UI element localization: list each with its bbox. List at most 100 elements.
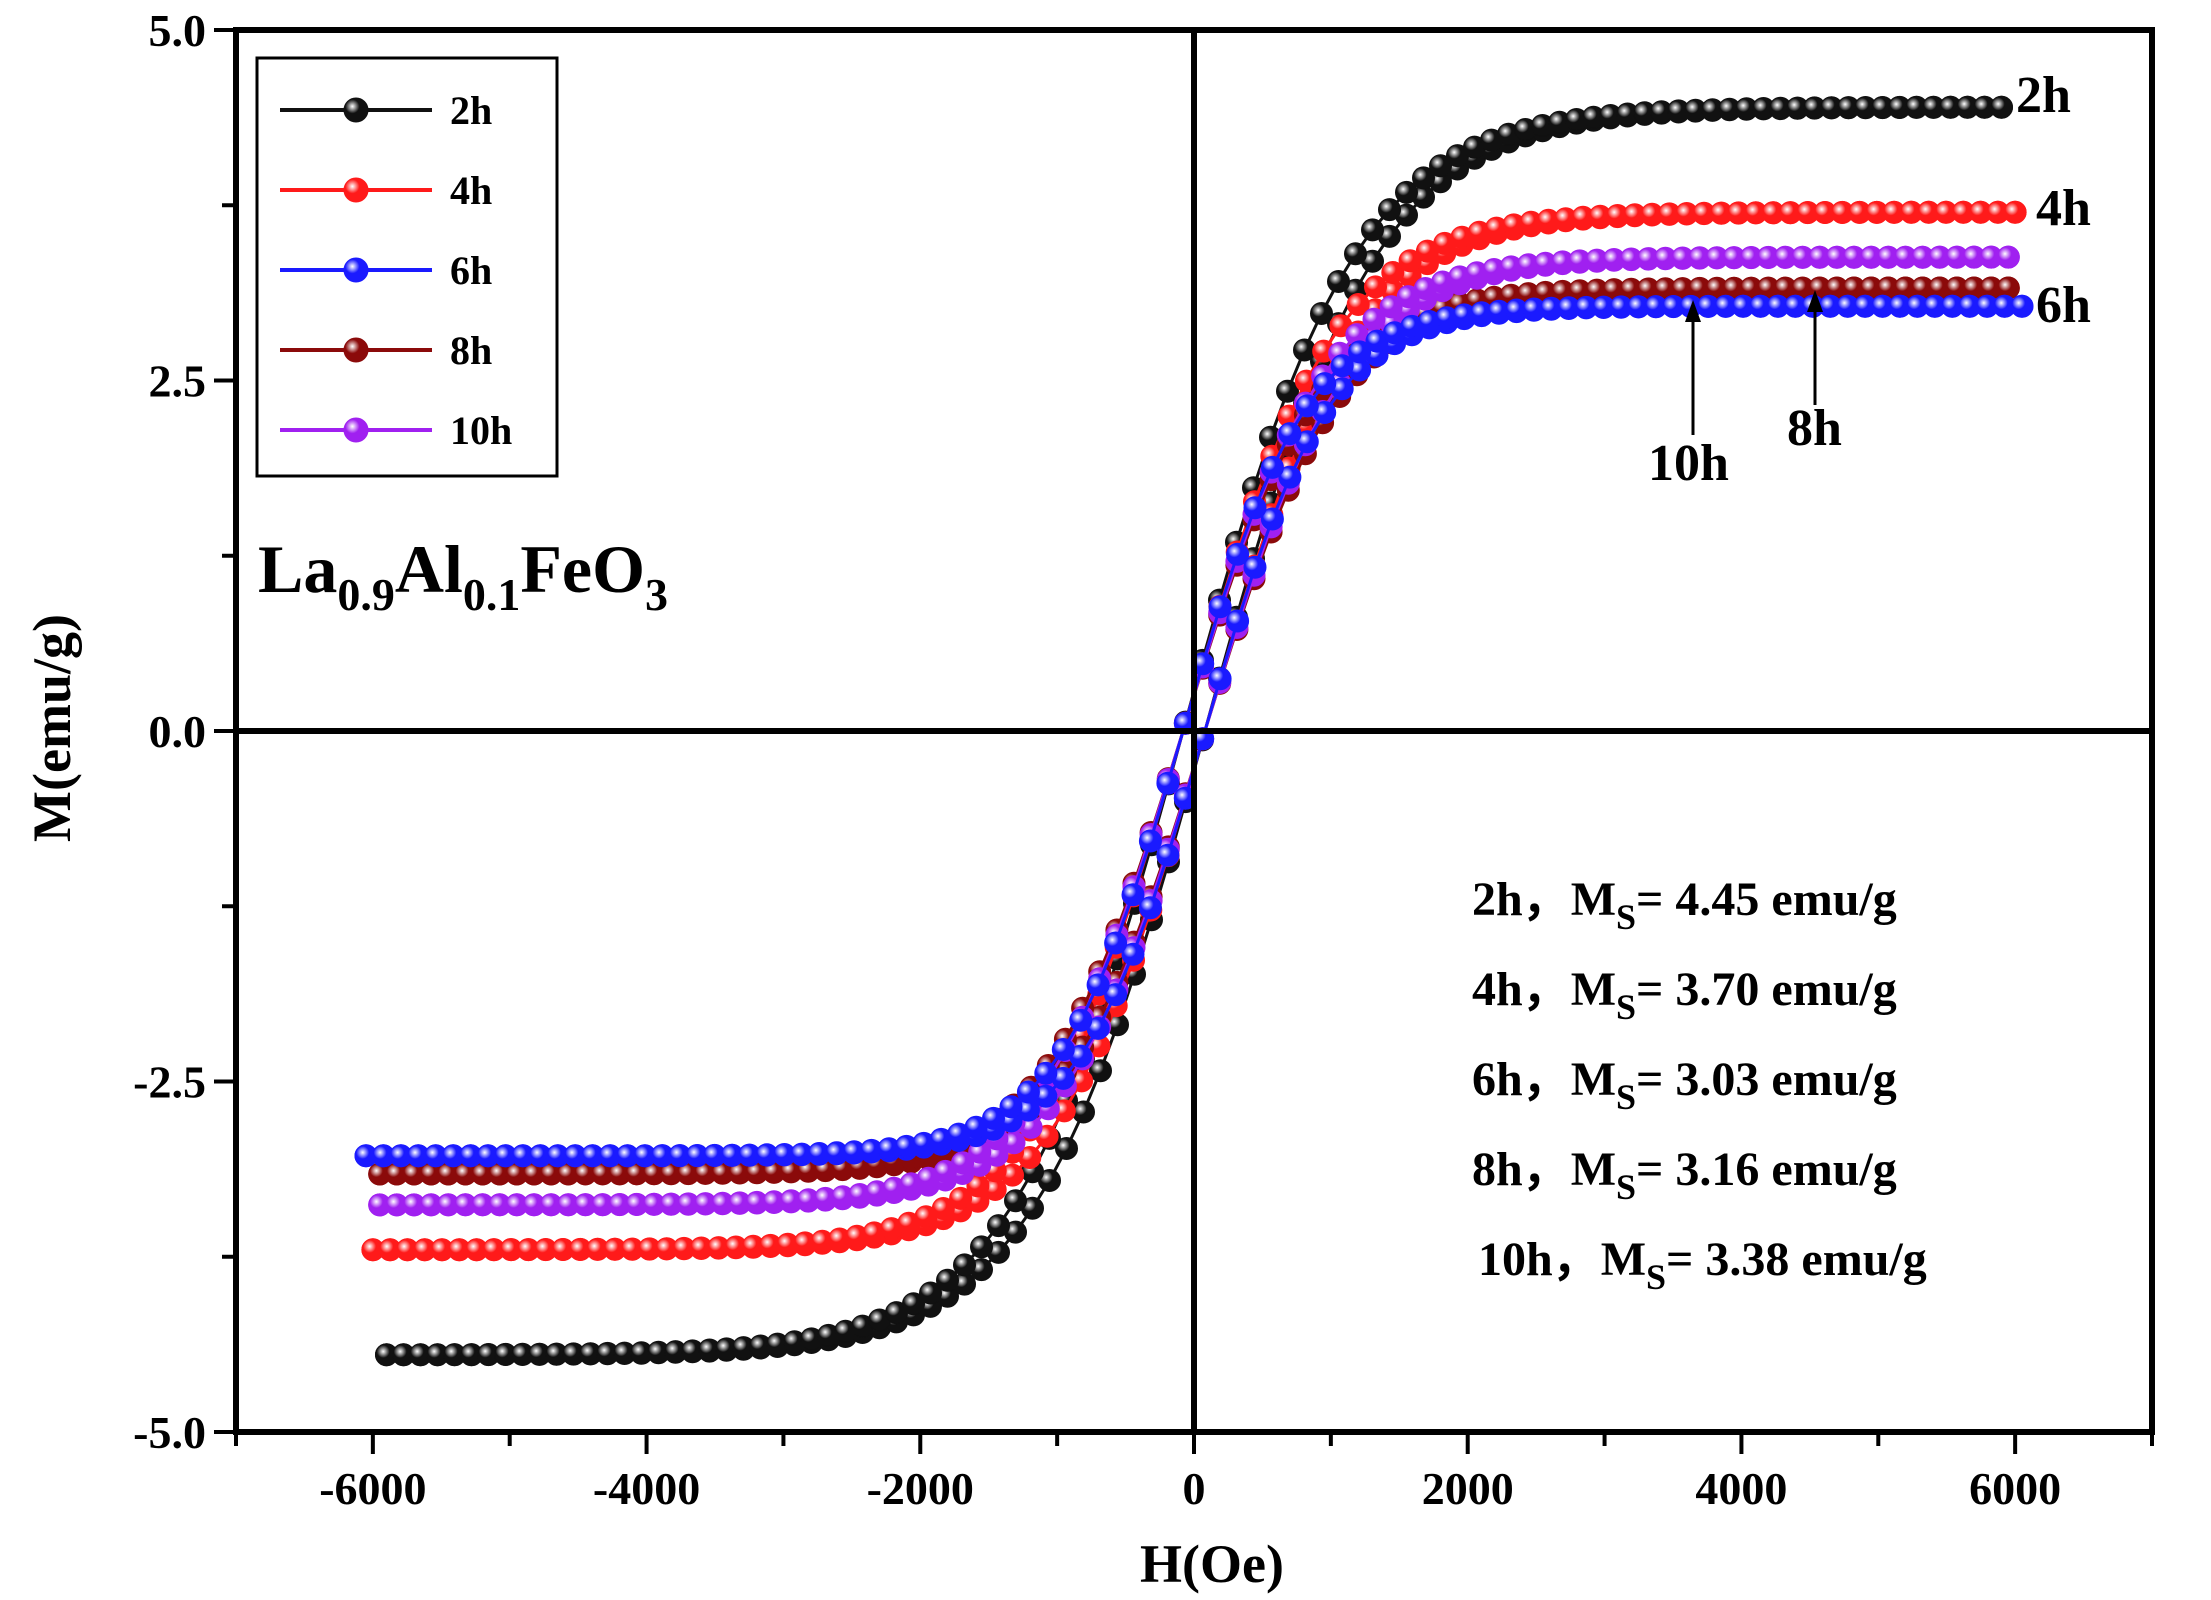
curve-label-4h: 4h	[2036, 180, 2091, 237]
data-point-6h	[1121, 942, 1145, 966]
data-point-6h	[1278, 465, 1302, 489]
y-tick-label: 5.0	[149, 5, 207, 56]
data-point-6h	[1243, 555, 1267, 579]
legend-label-4h: 4h	[450, 168, 492, 213]
legend-marker-4h	[343, 177, 369, 203]
data-point-2h	[953, 1253, 976, 1277]
data-point-2h	[987, 1214, 1010, 1238]
data-point-6h	[1348, 340, 1372, 364]
data-point-6h	[1208, 595, 1232, 619]
curve-label-6h: 6h	[2036, 277, 2091, 334]
x-tick-label: -4000	[593, 1463, 700, 1514]
y-tick-label: -2.5	[133, 1057, 206, 1108]
curve-label-10h: 10h	[1648, 435, 1729, 492]
data-point-2h	[1293, 338, 1316, 362]
data-point-4h	[2003, 200, 2027, 224]
data-point-6h	[999, 1095, 1023, 1119]
ms-annotation-4h: 4h，MS= 3.70 emu/g	[1472, 963, 1897, 1027]
curves-layer	[354, 95, 2034, 1367]
ticks-layer: -6000 -4000 -2000 0 2000 4000 6000 5.0 2.5 0.0 -2.…	[133, 5, 2154, 1514]
data-point-6h	[1104, 983, 1128, 1007]
data-point-6h	[1330, 354, 1354, 378]
data-point-2h	[1276, 379, 1299, 403]
data-point-6h	[1260, 507, 1284, 531]
data-point-2h	[1361, 218, 1384, 242]
x-tick-label: 4000	[1695, 1463, 1787, 1514]
x-tick-label: 0	[1183, 1463, 1206, 1514]
data-point-2h	[1412, 166, 1435, 190]
data-point-6h	[1069, 1008, 1093, 1032]
data-point-10h	[1379, 295, 1403, 319]
data-point-4h	[1364, 275, 1387, 299]
legend-marker-8h	[343, 337, 369, 363]
data-point-6h	[1243, 496, 1267, 520]
data-point-2h	[902, 1292, 925, 1316]
data-point-4h	[1346, 293, 1370, 316]
x-tick-label: 2000	[1422, 1463, 1514, 1514]
data-point-2h	[970, 1235, 993, 1259]
data-point-6h	[1208, 667, 1232, 691]
data-point-2h	[1395, 180, 1418, 204]
data-point-6h	[1104, 931, 1128, 955]
ms-annotation-2h: 2h，MS= 4.45 emu/g	[1472, 873, 1897, 937]
data-point-6h	[1051, 1038, 1075, 1061]
data-point-6h	[1313, 372, 1337, 396]
data-point-2h	[936, 1268, 959, 1292]
ms-annotation-6h: 6h，MS= 3.03 emu/g	[1472, 1053, 1897, 1117]
legend-label-10h: 10h	[450, 408, 512, 453]
legend-marker-2h	[343, 97, 369, 123]
arrow-10h	[1685, 300, 1701, 435]
y-axis-title: M(emu/g)	[22, 614, 82, 842]
data-point-6h	[1138, 829, 1162, 853]
data-point-2h	[1990, 95, 2013, 119]
data-point-6h	[1034, 1061, 1058, 1085]
data-point-2h	[1378, 198, 1401, 222]
data-point-6h	[1016, 1080, 1040, 1104]
data-point-2h	[1327, 270, 1350, 293]
ms-annotation-8h: 8h，MS= 3.16 emu/g	[1472, 1143, 1897, 1207]
y-tick-label: 2.5	[149, 356, 207, 407]
data-point-6h	[1226, 542, 1250, 566]
legend-label-6h: 6h	[450, 248, 492, 293]
curve-label-8h: 8h	[1787, 400, 1842, 457]
ms-annotation-10h: 10h，MS= 3.38 emu/g	[1478, 1233, 1927, 1297]
data-point-2h	[919, 1281, 942, 1305]
data-point-4h	[931, 1197, 955, 1220]
data-point-4h	[1381, 261, 1405, 284]
data-point-10h	[1996, 245, 2020, 269]
x-tick-label: -2000	[867, 1463, 974, 1514]
y-tick-label: -5.0	[133, 1407, 206, 1458]
sample-formula: La0.9Al0.1FeO3	[258, 531, 668, 620]
data-point-4h	[949, 1186, 973, 1210]
data-point-6h	[1295, 394, 1319, 418]
data-point-6h	[1278, 422, 1302, 446]
legend-box	[255, 56, 559, 478]
data-point-6h	[982, 1106, 1005, 1130]
data-point-2h	[1055, 1137, 1078, 1160]
data-point-6h	[1226, 609, 1250, 633]
legend-label-8h: 8h	[450, 328, 492, 373]
curve-label-2h: 2h	[2016, 67, 2071, 124]
data-point-6h	[1086, 973, 1110, 997]
data-point-6h	[1156, 843, 1180, 867]
data-point-6h	[1260, 455, 1284, 479]
arrow-8h	[1807, 290, 1823, 405]
legend: 2h 4h 6h 8h 10h	[255, 56, 559, 478]
x-tick-label: -6000	[319, 1463, 426, 1514]
legend-marker-6h	[343, 257, 369, 283]
data-point-6h	[1121, 883, 1145, 907]
x-axis-title: H(Oe)	[1140, 1534, 1284, 1594]
data-point-2h	[1089, 1059, 1112, 1083]
y-tick-label: 0.0	[149, 706, 207, 757]
data-point-2h	[1344, 242, 1367, 266]
data-point-6h	[1156, 771, 1180, 795]
data-point-2h	[1310, 302, 1333, 325]
data-point-10h	[951, 1151, 975, 1175]
x-tick-label: 6000	[1969, 1463, 2061, 1514]
data-point-6h	[1138, 896, 1162, 920]
data-point-2h	[1004, 1189, 1027, 1213]
data-point-2h	[1429, 154, 1452, 178]
legend-label-2h: 2h	[450, 88, 492, 133]
legend-marker-10h	[343, 417, 369, 443]
